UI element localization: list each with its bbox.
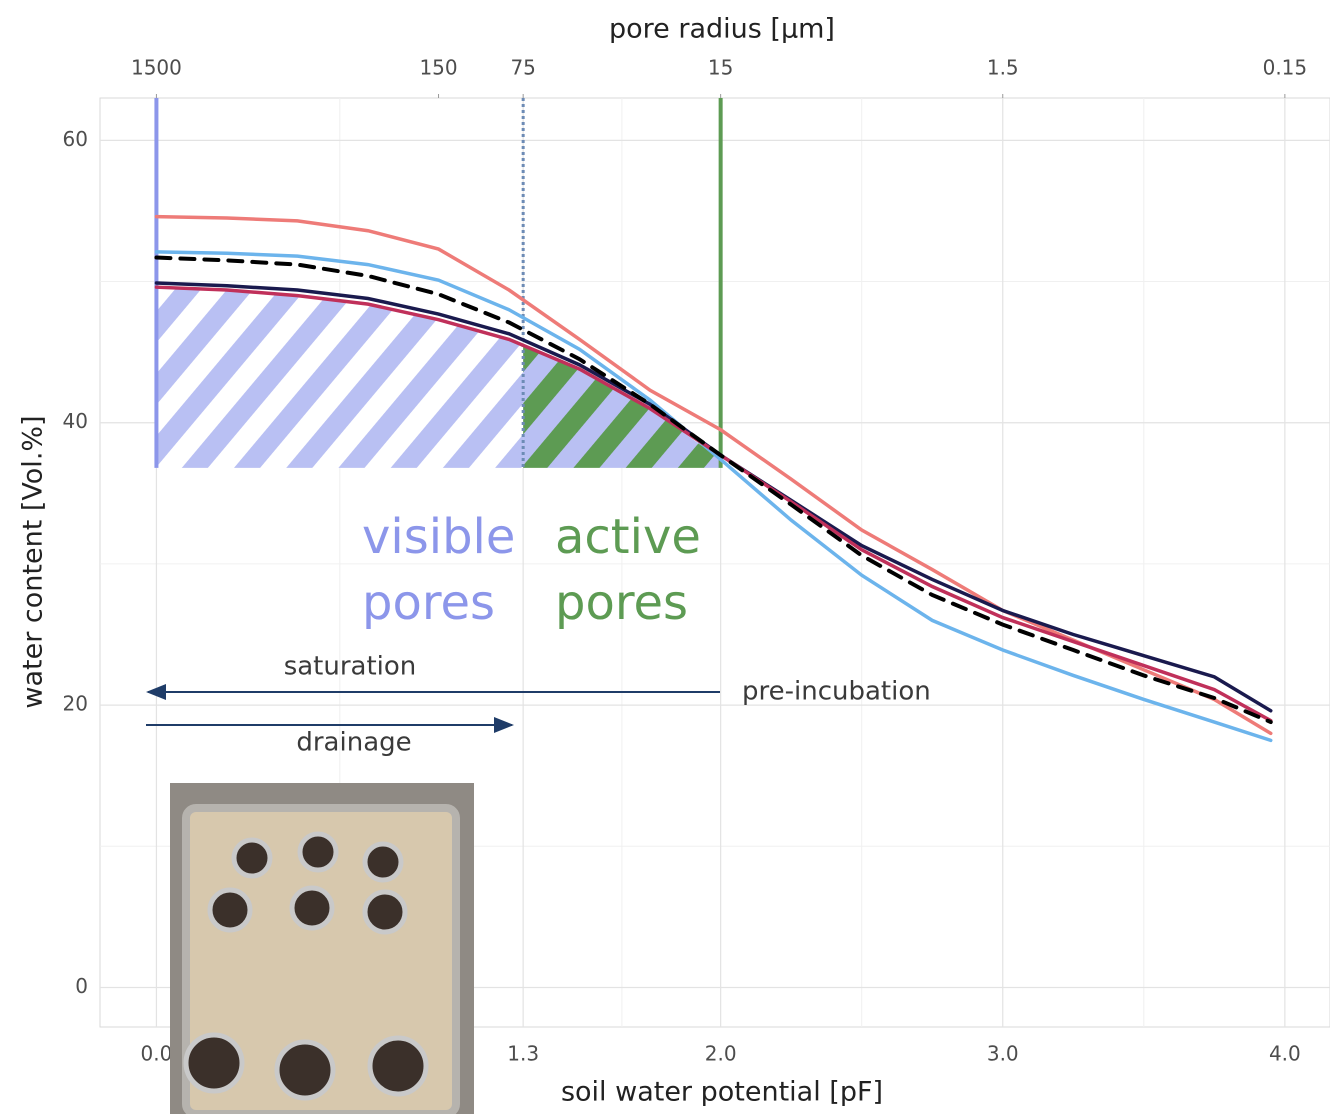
- photo-inset: [170, 783, 474, 1114]
- hatched-region: [156, 287, 524, 468]
- x2-tick-label: 1500: [131, 56, 182, 80]
- y-axis-title: water content [Vol.%]: [18, 415, 49, 708]
- x-tick-label: 0.0: [141, 1042, 173, 1066]
- y-tick-label: 60: [63, 127, 88, 151]
- annotation: pre-incubation: [742, 677, 931, 707]
- x2-tick-label: 75: [510, 56, 535, 80]
- y-tick-label: 0: [75, 974, 88, 998]
- x2-tick-label: 0.15: [1263, 56, 1308, 80]
- hatched-region: [523, 345, 721, 468]
- region-label: active: [555, 509, 701, 565]
- x-tick-label: 2.0: [705, 1042, 737, 1066]
- region-label: pores: [362, 575, 495, 631]
- x-tick-label: 1.3: [507, 1042, 539, 1066]
- annotation: saturation: [284, 652, 417, 682]
- series-line: [154, 250, 1273, 743]
- x2-axis-title: pore radius [μm]: [609, 14, 835, 45]
- y-tick-label: 40: [63, 409, 88, 433]
- region-label: visible: [362, 509, 515, 565]
- x2-tick-label: 150: [419, 56, 457, 80]
- x2-tick-label: 1.5: [987, 56, 1019, 80]
- x-axis-title: soil water potential [pF]: [561, 1077, 883, 1108]
- annotation: drainage: [296, 728, 411, 758]
- region-label: pores: [555, 575, 688, 631]
- x-tick-label: 4.0: [1269, 1042, 1301, 1066]
- x-tick-label: 3.0: [987, 1042, 1019, 1066]
- y-tick-label: 20: [63, 692, 88, 716]
- series-line: [154, 255, 1273, 725]
- x2-tick-label: 15: [708, 56, 733, 80]
